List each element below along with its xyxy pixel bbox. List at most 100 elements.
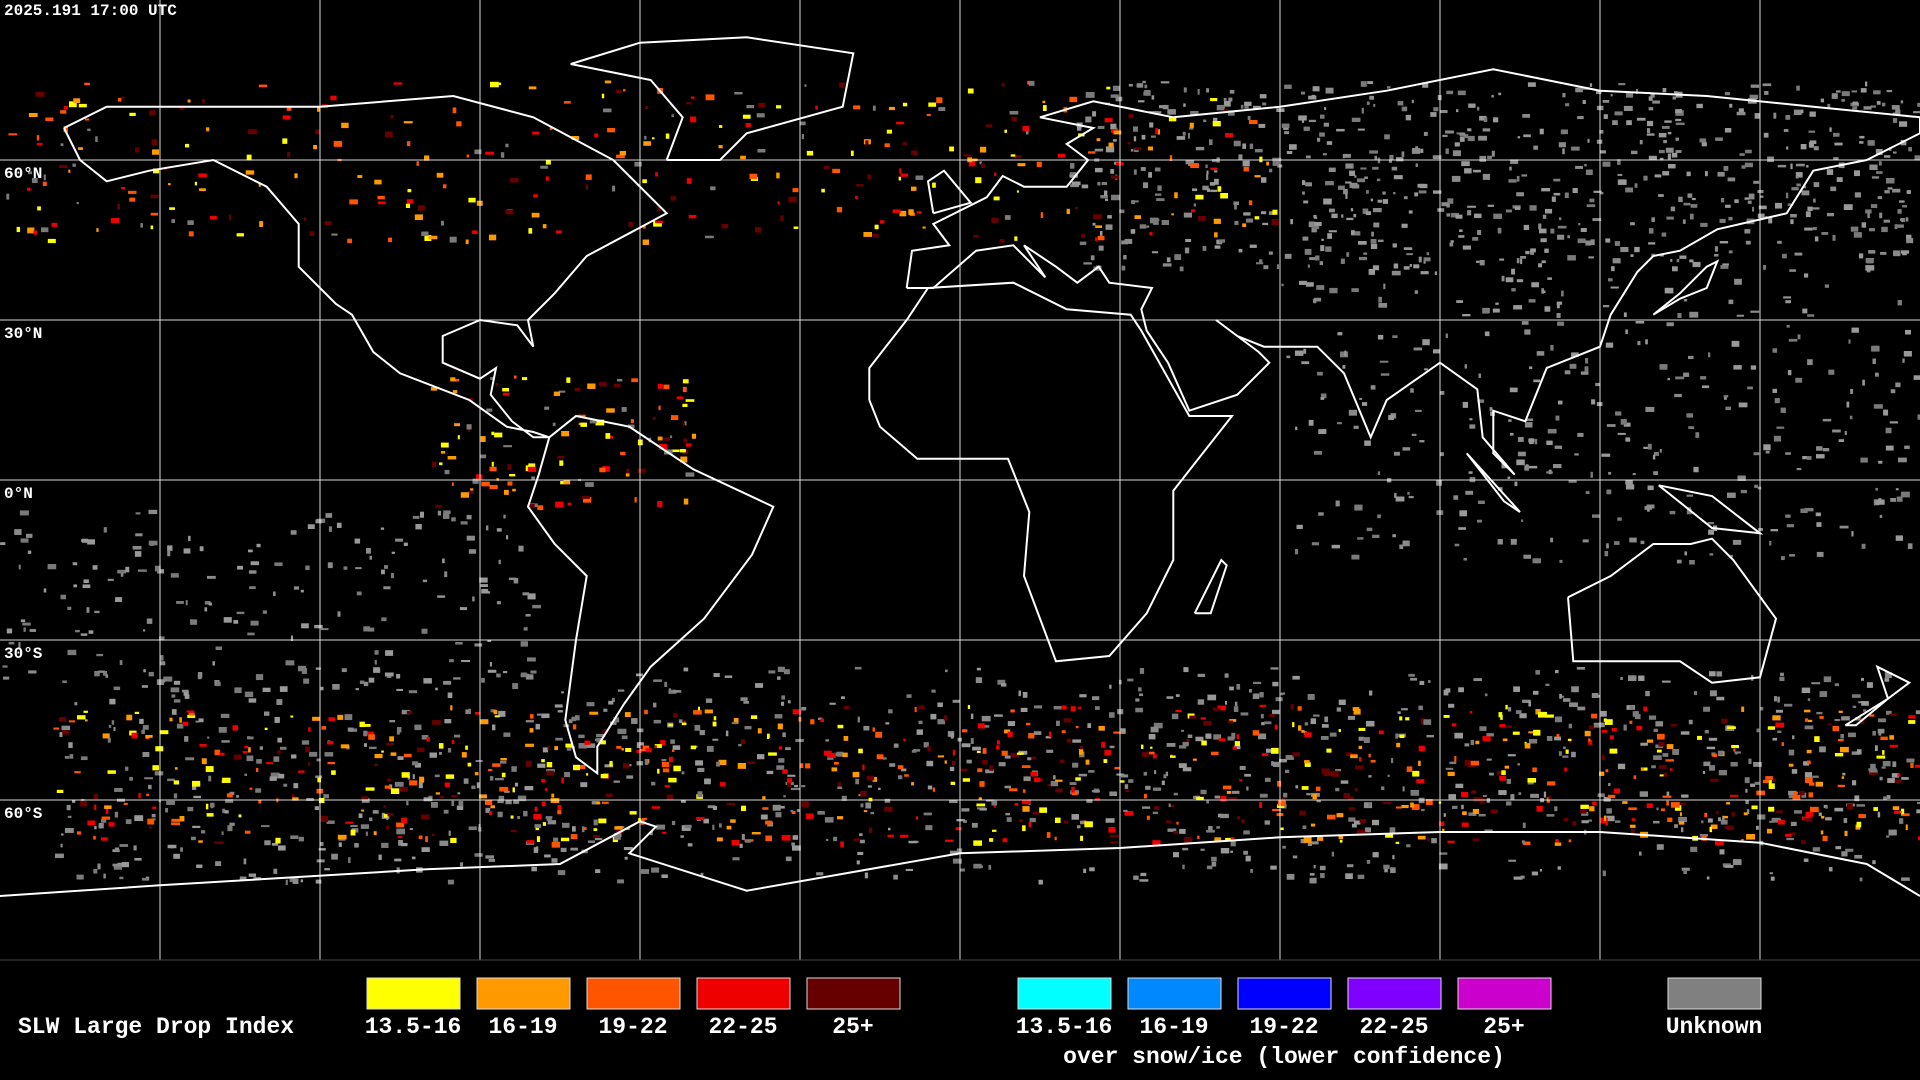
cloud-pixel <box>282 138 288 144</box>
cloud-pixel <box>704 778 711 785</box>
cloud-pixel <box>827 753 836 758</box>
cloud-pixel <box>1858 814 1866 819</box>
cloud-pixel <box>841 795 847 801</box>
cloud-pixel <box>1495 302 1499 305</box>
cloud-pixel <box>885 722 890 725</box>
cloud-pixel <box>585 174 592 180</box>
cloud-pixel <box>1546 440 1553 446</box>
cloud-pixel <box>1852 101 1859 105</box>
cloud-pixel <box>670 435 673 439</box>
cloud-pixel <box>406 710 413 715</box>
cloud-pixel <box>442 558 445 564</box>
cloud-pixel <box>393 82 403 85</box>
cloud-pixel <box>1669 510 1676 515</box>
cloud-pixel <box>1750 365 1757 370</box>
cloud-pixel <box>320 686 324 691</box>
cloud-pixel <box>517 816 521 820</box>
cloud-pixel <box>841 696 845 699</box>
cloud-pixel <box>573 764 580 771</box>
cloud-pixel <box>498 710 506 717</box>
cloud-pixel <box>1442 134 1448 137</box>
cloud-pixel <box>498 82 502 86</box>
cloud-pixel <box>703 818 709 824</box>
cloud-pixel <box>1706 876 1710 880</box>
cloud-pixel <box>1286 355 1291 359</box>
cloud-pixel <box>111 720 115 725</box>
cloud-pixel <box>1193 203 1196 207</box>
cloud-pixel <box>903 738 906 742</box>
cloud-pixel <box>792 709 802 715</box>
cloud-pixel <box>1206 188 1211 192</box>
cloud-pixel <box>1428 680 1431 683</box>
cloud-pixel <box>1517 451 1526 457</box>
cloud-pixel <box>1808 719 1813 723</box>
cloud-pixel <box>1032 811 1040 815</box>
cloud-pixel <box>152 806 157 809</box>
cloud-pixel <box>900 173 909 177</box>
cloud-pixel <box>1772 715 1781 721</box>
cloud-pixel <box>1569 363 1577 369</box>
cloud-pixel <box>398 840 403 846</box>
cloud-pixel <box>1704 730 1709 734</box>
cloud-pixel <box>744 726 752 730</box>
cloud-pixel <box>541 713 550 719</box>
cloud-pixel <box>94 826 97 830</box>
cloud-pixel <box>1784 703 1793 707</box>
cloud-pixel <box>1581 820 1589 824</box>
cloud-pixel <box>1792 794 1801 800</box>
cloud-pixel <box>691 96 695 99</box>
cloud-pixel <box>1522 114 1531 118</box>
cloud-pixel <box>627 424 635 429</box>
cloud-pixel <box>1322 153 1327 156</box>
cloud-pixel <box>1554 716 1563 723</box>
coastline <box>0 820 1920 897</box>
cloud-pixel <box>1588 256 1594 259</box>
cloud-pixel <box>1104 118 1113 123</box>
cloud-pixel <box>617 879 625 884</box>
cloud-pixel <box>1479 260 1485 266</box>
cloud-pixel <box>1240 712 1249 716</box>
cloud-pixel <box>265 762 273 765</box>
cloud-pixel <box>1907 543 1913 549</box>
cloud-pixel <box>1521 840 1525 844</box>
cloud-pixel <box>523 810 528 817</box>
cloud-pixel <box>1612 258 1621 264</box>
cloud-pixel <box>374 659 377 665</box>
cloud-pixel <box>363 730 368 737</box>
cloud-pixel <box>513 375 517 379</box>
cloud-pixel <box>143 669 146 673</box>
cloud-pixel <box>1689 311 1699 318</box>
cloud-pixel <box>1423 260 1426 264</box>
cloud-pixel <box>943 715 948 721</box>
cloud-pixel <box>1259 94 1267 99</box>
cloud-pixel <box>318 848 326 851</box>
cloud-pixel <box>799 763 804 769</box>
cloud-pixel <box>925 825 933 831</box>
cloud-pixel <box>1899 121 1908 127</box>
cloud-pixel <box>350 829 356 836</box>
cloud-pixel <box>1861 701 1869 706</box>
cloud-pixel <box>1206 88 1210 93</box>
cloud-pixel <box>663 437 671 441</box>
cloud-pixel <box>1670 259 1673 263</box>
cloud-pixel <box>1812 227 1817 231</box>
cloud-pixel <box>629 764 632 767</box>
cloud-pixel <box>767 733 770 740</box>
cloud-pixel <box>1120 774 1129 778</box>
cloud-pixel <box>1653 728 1659 733</box>
cloud-pixel <box>1468 812 1477 816</box>
cloud-pixel <box>336 522 342 528</box>
cloud-pixel <box>1785 452 1791 455</box>
cloud-pixel <box>159 636 165 641</box>
cloud-pixel <box>1617 179 1627 185</box>
cloud-pixel <box>234 754 242 760</box>
cloud-pixel <box>377 201 386 205</box>
cloud-pixel <box>1311 542 1320 546</box>
cloud-pixel <box>486 525 489 531</box>
cloud-pixel <box>1869 164 1878 171</box>
cloud-pixel <box>1348 817 1356 822</box>
cloud-pixel <box>391 551 395 554</box>
cloud-pixel <box>1479 726 1487 731</box>
cloud-pixel <box>232 725 239 731</box>
